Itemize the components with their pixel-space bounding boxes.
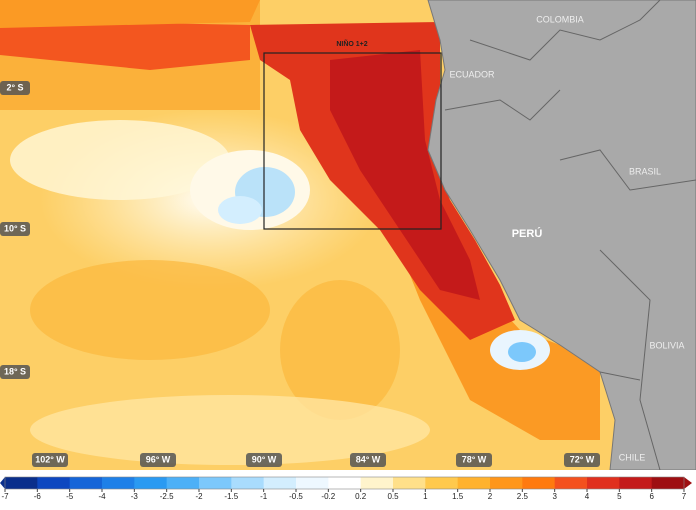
colorbar-tick-label: 6 — [649, 492, 654, 501]
latitude-label: 2° S — [6, 82, 23, 92]
longitude-badge — [246, 453, 282, 467]
colorbar-swatch — [490, 477, 523, 489]
longitude-label: 72° W — [570, 454, 595, 464]
longitude-badge — [140, 453, 176, 467]
latitude-label: 10° S — [4, 223, 26, 233]
latitude-label: 18° S — [4, 366, 26, 376]
nino-region-box — [263, 52, 442, 230]
colorbar-arrow — [684, 477, 692, 489]
colorbar-swatch — [102, 477, 135, 489]
colorbar-tick-label: -0.2 — [321, 492, 335, 501]
colorbar-tick-label: 2.5 — [517, 492, 529, 501]
longitude-badge — [32, 453, 68, 467]
colorbar-tick-label: 1.5 — [452, 492, 464, 501]
longitude-badge — [456, 453, 492, 467]
colorbar-swatch — [199, 477, 232, 489]
colorbar-tick-label: -5 — [66, 492, 74, 501]
latitude-badge — [0, 365, 30, 379]
colorbar-tick-label: 7 — [682, 492, 687, 501]
colorbar-swatch — [69, 477, 103, 489]
colorbar-tick-label: 1 — [423, 492, 428, 501]
colorbar-swatch — [296, 477, 329, 489]
colorbar-swatch — [328, 477, 362, 489]
country-label: PERÚ — [512, 227, 543, 240]
colorbar-swatch — [457, 477, 491, 489]
colorbar-swatch — [425, 477, 459, 489]
colorbar-swatch — [263, 477, 297, 489]
colorbar-tick-label: 5 — [617, 492, 622, 501]
region-label: NIÑO 1+2 — [336, 39, 367, 48]
longitude-badge — [564, 453, 600, 467]
colorbar-tick-label: -6 — [34, 492, 42, 501]
colorbar-swatch — [522, 477, 556, 489]
colorbar-swatch — [37, 477, 71, 489]
longitude-label: 84° W — [356, 454, 381, 464]
longitude-badge — [350, 453, 386, 467]
colorbar-tick-label: -2 — [195, 492, 203, 501]
longitude-label: 102° W — [35, 454, 65, 464]
longitude-label: 78° W — [462, 454, 487, 464]
colorbar-swatch — [393, 477, 426, 489]
country-label: COLOMBIA — [536, 14, 584, 24]
longitude-label: 90° W — [252, 454, 277, 464]
colorbar-swatch — [5, 477, 38, 489]
country-label: BOLIVIA — [649, 340, 684, 350]
colorbar-frame — [4, 476, 685, 490]
colorbar-tick-label: 4 — [585, 492, 590, 501]
colorbar-tick-label: -0.5 — [289, 492, 303, 501]
colorbar-swatch — [619, 477, 653, 489]
colorbar-tick-label: -7 — [1, 492, 9, 501]
colorbar-tick-label: 3 — [552, 492, 557, 501]
colorbar-swatch — [231, 477, 265, 489]
latitude-badge — [0, 222, 30, 236]
colorbar-tick-label: -4 — [98, 492, 106, 501]
colorbar-swatch — [360, 477, 394, 489]
colorbar-tick-label: -1.5 — [224, 492, 238, 501]
country-label: ECUADOR — [449, 69, 495, 79]
colorbar-tick-label: -1 — [260, 492, 268, 501]
latitude-badge — [0, 81, 30, 95]
colorbar-tick-label: -3 — [131, 492, 139, 501]
colorbar-tick-label: 2 — [488, 492, 493, 501]
country-label: CHILE — [619, 452, 646, 462]
colorbar-swatch — [166, 477, 200, 489]
longitude-label: 96° W — [146, 454, 171, 464]
colorbar-swatch — [651, 477, 685, 489]
colorbar-swatch — [587, 477, 620, 489]
country-label: BRASIL — [629, 166, 661, 176]
colorbar-tick-label: 0.2 — [355, 492, 367, 501]
colorbar-tick-label: 0.5 — [387, 492, 399, 501]
colorbar-swatch — [134, 477, 168, 489]
colorbar-arrow — [0, 477, 5, 489]
colorbar-tick-label: -2.5 — [160, 492, 174, 501]
colorbar-swatch — [554, 477, 588, 489]
